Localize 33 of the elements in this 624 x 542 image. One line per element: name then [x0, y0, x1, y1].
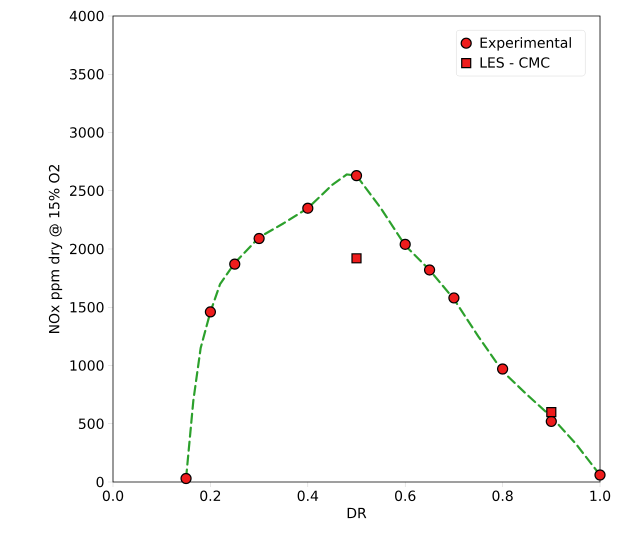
- x-tick-label: 0.6: [395, 490, 416, 502]
- y-tick-label: 500: [78, 418, 104, 430]
- point: [229, 258, 240, 270]
- x-axis-title: DR: [348, 508, 366, 518]
- x-tick-label: 0.2: [200, 490, 220, 502]
- x-tick-label: 0.8: [492, 490, 513, 502]
- y-tick-label: 4000: [70, 10, 104, 22]
- point: [180, 472, 192, 484]
- point: [302, 202, 314, 214]
- y-tick-label: 3000: [70, 127, 104, 138]
- point: [351, 253, 362, 264]
- point: [497, 363, 508, 375]
- y-axis-title: NOx ppm dry @ 15% O2: [48, 165, 62, 334]
- point: [546, 407, 556, 418]
- x-tick-label: 0.4: [298, 490, 318, 502]
- legend-label: Experimental: [480, 37, 571, 51]
- y-tick-label: 1500: [70, 302, 104, 313]
- y-tick-label: 2500: [70, 185, 104, 196]
- y-tick-label: 3500: [70, 68, 104, 80]
- x-tick-label: 1.0: [590, 490, 610, 502]
- point: [400, 238, 411, 250]
- point: [350, 170, 362, 182]
- point: [204, 306, 216, 318]
- point: [448, 292, 460, 304]
- point: [254, 232, 265, 244]
- point: [546, 416, 557, 428]
- point: [424, 264, 436, 276]
- y-tick-label: 0: [96, 476, 104, 488]
- point: [594, 469, 606, 481]
- y-tick-label: 2000: [70, 244, 104, 254]
- x-tick-label: 0.0: [102, 490, 124, 502]
- y-tick-label: 1000: [70, 360, 104, 371]
- legend-label: LES - CMC: [480, 57, 550, 68]
